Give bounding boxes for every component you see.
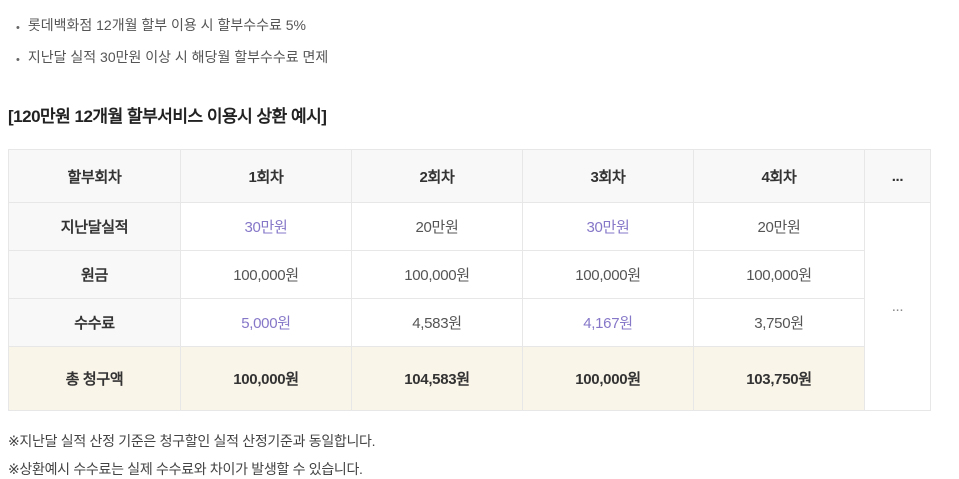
row-label: 총 청구액 — [8, 346, 181, 411]
table-cell: 30만원 — [522, 202, 694, 251]
header-cell-round: 할부회차 — [8, 149, 181, 203]
table-cell: 100,000원 — [351, 250, 523, 299]
row-label: 원금 — [8, 250, 181, 299]
bullet-text: 롯데백화점 12개월 할부 이용 시 할부수수료 5% — [27, 17, 306, 33]
installment-table-wrap: 할부회차 1회차 2회차 3회차 4회차 ... 지난달실적 30만원 20만원… — [8, 149, 945, 411]
header-cell-term2: 2회차 — [351, 149, 523, 203]
table-cell: 100,000원 — [522, 250, 694, 299]
table-cell-ellipsis: ... — [864, 202, 931, 411]
table-cell: 20만원 — [693, 202, 865, 251]
table-cell: 3,750원 — [693, 298, 865, 347]
table-cell: 4,167원 — [522, 298, 694, 347]
header-cell-term1: 1회차 — [180, 149, 352, 203]
table-cell: 104,583원 — [351, 346, 523, 411]
table-row-total-billed: 총 청구액 100,000원 104,583원 100,000원 103,750… — [8, 346, 931, 411]
table-cell: 103,750원 — [693, 346, 865, 411]
bullet-item: • 지난달 실적 30만원 이상 시 해당월 할부수수료 면제 — [16, 47, 945, 70]
header-cell-term3: 3회차 — [522, 149, 694, 203]
header-cell-term4: 4회차 — [693, 149, 865, 203]
table-row-last-month-spend: 지난달실적 30만원 20만원 30만원 20만원 ... — [8, 202, 931, 411]
bullet-item: • 롯데백화점 12개월 할부 이용 시 할부수수료 5% — [16, 15, 945, 38]
table-cell: 30만원 — [180, 202, 352, 251]
table-row-fee: 수수료 5,000원 4,583원 4,167원 3,750원 — [8, 298, 931, 347]
table-row-principal: 원금 100,000원 100,000원 100,000원 100,000원 — [8, 250, 931, 299]
bullet-icon: • — [16, 54, 20, 66]
section-heading: [120만원 12개월 할부서비스 이용시 상환 예시] — [8, 107, 327, 126]
footnote: ※상환예시 수수료는 실제 수수료와 차이가 발생할 수 있습니다. — [8, 461, 363, 477]
bullet-icon: • — [16, 22, 20, 34]
footnotes: ※지난달 실적 산정 기준은 청구할인 실적 산정기준과 동일합니다. ※상환예… — [8, 431, 945, 479]
table-cell: 20만원 — [351, 202, 523, 251]
row-label: 수수료 — [8, 298, 181, 347]
bullet-text: 지난달 실적 30만원 이상 시 해당월 할부수수료 면제 — [27, 49, 329, 65]
table-cell: 5,000원 — [180, 298, 352, 347]
header-cell-ellipsis: ... — [864, 149, 931, 203]
table-cell: 100,000원 — [522, 346, 694, 411]
table-cell: 4,583원 — [351, 298, 523, 347]
table-cell: 100,000원 — [180, 250, 352, 299]
table-cell: 100,000원 — [693, 250, 865, 299]
benefit-bullet-list: • 롯데백화점 12개월 할부 이용 시 할부수수료 5% • 지난달 실적 3… — [14, 15, 945, 70]
footnote: ※지난달 실적 산정 기준은 청구할인 실적 산정기준과 동일합니다. — [8, 433, 376, 449]
row-label: 지난달실적 — [8, 202, 181, 251]
table-header-row: 할부회차 1회차 2회차 3회차 4회차 ... — [8, 149, 931, 203]
table-cell: 100,000원 — [180, 346, 352, 411]
installment-example-table: 할부회차 1회차 2회차 3회차 4회차 ... 지난달실적 30만원 20만원… — [8, 149, 931, 411]
